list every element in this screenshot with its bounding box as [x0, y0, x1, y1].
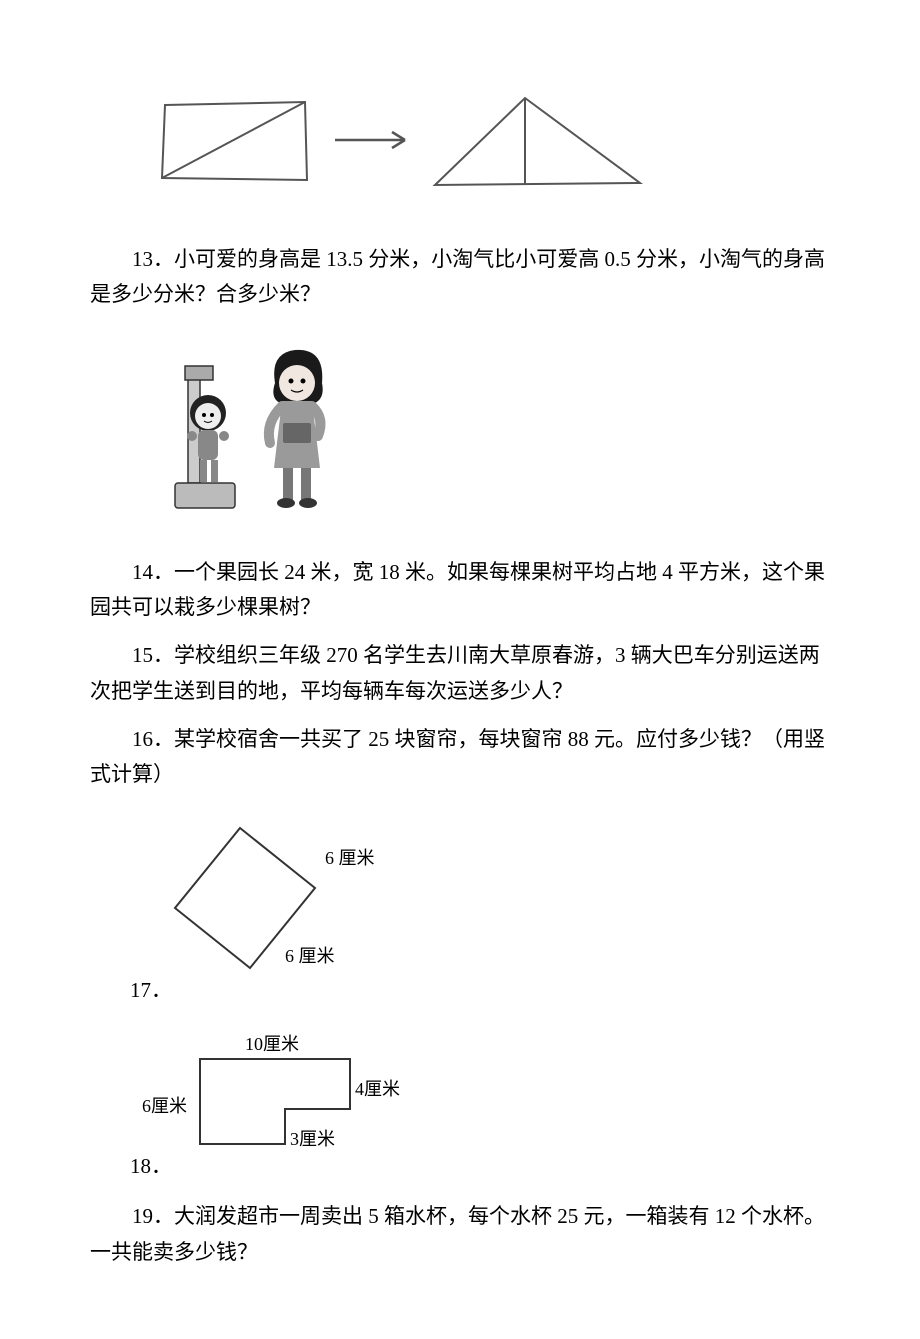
children-svg [170, 328, 370, 518]
problem-16-text: 16．某学校宿舍一共买了 25 块窗帘，每块窗帘 88 元。应付多少钱？（用竖式… [90, 722, 830, 793]
diamond-label-1: 6 厘米 [325, 843, 375, 874]
figure-children [170, 328, 830, 530]
problem-13-text: 13．小可爱的身高是 13.5 分米，小淘气比小可爱高 0.5 分米，小淘气的身… [90, 242, 830, 313]
diamond-label-2: 6 厘米 [285, 941, 335, 972]
lshape-right: 4厘米 [355, 1074, 400, 1105]
problem-17-row: 6 厘米 6 厘米 [130, 813, 830, 993]
rect-triangle-svg [150, 80, 650, 200]
problem-18-row: 10厘米 6厘米 4厘米 3厘米 [130, 1024, 830, 1164]
diamond-square-svg [130, 813, 410, 993]
problem-19-text: 19．大润发超市一周卖出 5 箱水杯，每个水杯 25 元，一箱装有 12 个水杯… [90, 1199, 830, 1270]
figure-rect-to-triangle [150, 80, 830, 212]
problem-14-text: 14．一个果园长 24 米，宽 18 米。如果每棵果树平均占地 4 平方米，这个… [90, 555, 830, 626]
problem-15-text: 15．学校组织三年级 270 名学生去川南大草原春游，3 辆大巴车分别运送两次把… [90, 638, 830, 709]
lshape-bottom: 3厘米 [290, 1124, 335, 1155]
lshape-top: 10厘米 [245, 1029, 299, 1060]
lshape-left: 6厘米 [142, 1091, 187, 1122]
